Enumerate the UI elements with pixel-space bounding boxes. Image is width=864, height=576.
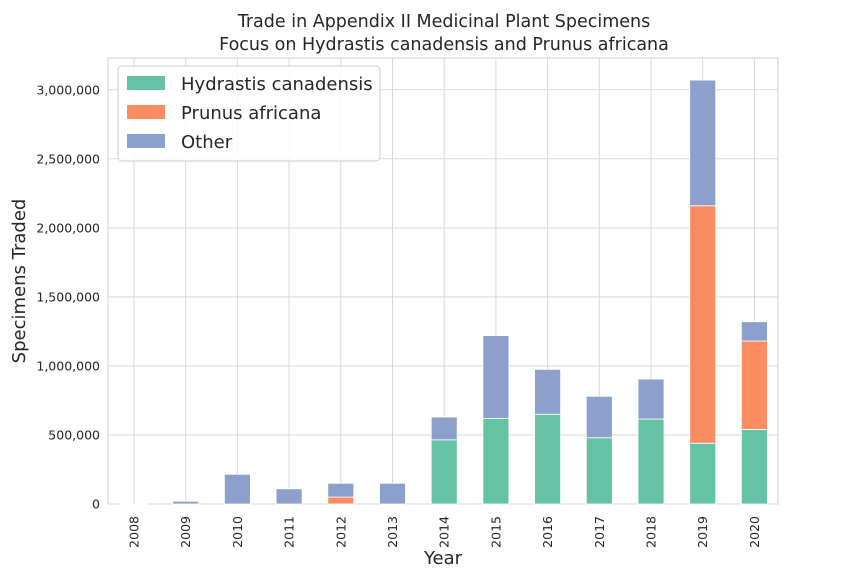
legend: Hydrastis canadensis Prunus africana Other bbox=[117, 65, 381, 162]
y-tick-label: 1,500,000 bbox=[36, 289, 100, 304]
bar-segment bbox=[223, 473, 251, 505]
x-tick-label: 2019 bbox=[695, 516, 710, 548]
x-tick-label: 2012 bbox=[333, 516, 348, 548]
bar-segment bbox=[482, 417, 510, 505]
y-tick-label: 1,000,000 bbox=[36, 358, 100, 373]
bar-segment bbox=[689, 205, 717, 444]
x-tick-label: 2014 bbox=[437, 516, 452, 548]
y-tick-label: 0 bbox=[92, 497, 100, 512]
bar-segment bbox=[327, 496, 355, 505]
bar-segment bbox=[534, 413, 561, 505]
y-tick-label: 500,000 bbox=[48, 427, 100, 442]
bar-segment bbox=[172, 500, 200, 505]
legend-label: Prunus africana bbox=[181, 103, 321, 124]
bar-segment bbox=[585, 437, 613, 505]
x-tick-label: 2013 bbox=[385, 516, 400, 548]
bar-segment bbox=[689, 442, 717, 505]
x-tick-label: 2016 bbox=[540, 516, 555, 548]
x-tick-label: 2011 bbox=[282, 516, 297, 548]
y-tick-label: 2,000,000 bbox=[36, 220, 100, 235]
x-tick-label: 2015 bbox=[488, 516, 503, 548]
bar-segment bbox=[637, 418, 665, 505]
x-tick-label: 2010 bbox=[230, 516, 245, 548]
x-tick-label: 2020 bbox=[747, 516, 762, 548]
y-axis-title: Specimens Traded bbox=[9, 199, 30, 364]
bar-segment bbox=[585, 395, 613, 439]
legend-box bbox=[117, 65, 381, 162]
legend-label: Other bbox=[181, 132, 233, 153]
bar-segment bbox=[275, 488, 303, 505]
bar-segment bbox=[741, 340, 768, 430]
x-tick-label: 2018 bbox=[644, 516, 659, 548]
x-axis-title: Year bbox=[423, 548, 463, 569]
x-tick-label: 2008 bbox=[127, 516, 142, 548]
x-tick-labels: 2008 2009 2010 2011 2012 2013 2014 2015 2016 2017… bbox=[127, 516, 762, 548]
bar-segment bbox=[741, 321, 768, 342]
bar-segment bbox=[741, 429, 768, 505]
bar-segment bbox=[637, 378, 665, 420]
chart-subtitle: Focus on Hydrastis canadensis and Prunus… bbox=[219, 35, 669, 55]
bar-segment bbox=[327, 482, 355, 498]
bar-segment bbox=[534, 368, 561, 415]
legend-swatch bbox=[127, 134, 165, 148]
chart-title: Trade in Appendix II Medicinal Plant Spe… bbox=[237, 12, 651, 32]
x-tick-label: 2009 bbox=[178, 516, 193, 548]
legend-swatch bbox=[127, 105, 165, 119]
bars bbox=[120, 79, 768, 505]
bar-segment bbox=[689, 79, 717, 207]
legend-label: Hydrastis canadensis bbox=[181, 74, 373, 95]
bar-segment bbox=[430, 439, 458, 505]
y-tick-label: 3,000,000 bbox=[36, 82, 100, 97]
y-tick-labels: 0 500,000 1,000,000 1,500,000 2,000,000 2,500… bbox=[36, 82, 100, 511]
x-tick-label: 2017 bbox=[592, 516, 607, 548]
bar-segment bbox=[482, 335, 510, 419]
bar-segment bbox=[120, 503, 148, 505]
y-tick-label: 2,500,000 bbox=[36, 151, 100, 166]
legend-swatch bbox=[127, 76, 165, 90]
bar-segment bbox=[430, 416, 458, 441]
bar-segment bbox=[379, 482, 406, 505]
